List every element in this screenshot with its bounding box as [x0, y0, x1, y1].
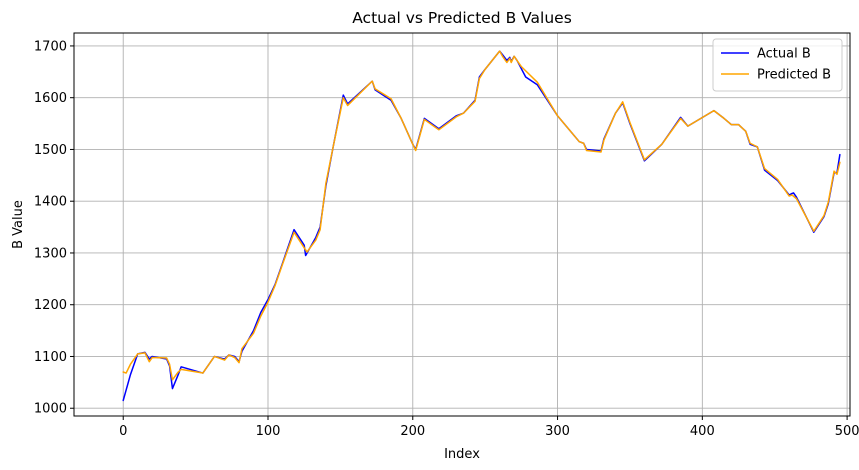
- ticks: 0 100 200 300 400 500 1000 1100 1200 1300 1400 1500…: [34, 39, 859, 439]
- x-tick-label: 500: [835, 424, 859, 439]
- legend: Actual B Predicted B: [712, 38, 843, 92]
- y-tick-label: 1500: [34, 143, 67, 158]
- y-tick-label: 1300: [34, 246, 67, 261]
- x-tick-label: 0: [119, 424, 127, 439]
- series-line-predicted: [122, 50, 841, 381]
- y-tick-label: 1700: [34, 39, 67, 54]
- y-tick-label: 1000: [34, 402, 67, 417]
- x-tick-label: 400: [690, 424, 715, 439]
- grid: [74, 33, 850, 416]
- chart-title: Actual vs Predicted B Values: [352, 9, 572, 27]
- legend-box: [712, 38, 843, 92]
- plot-frame: [73, 32, 851, 417]
- y-tick-label: 1100: [34, 350, 67, 365]
- series-layer: [122, 50, 841, 402]
- legend-label: Predicted B: [757, 68, 831, 83]
- y-tick-label: 1600: [34, 91, 67, 106]
- x-tick-label: 300: [545, 424, 570, 439]
- legend-label: Actual B: [757, 47, 811, 62]
- x-axis-label: Index: [444, 447, 480, 462]
- x-tick-label: 100: [256, 424, 281, 439]
- x-tick-label: 200: [400, 424, 425, 439]
- y-tick-label: 1400: [34, 195, 67, 210]
- y-axis-label: B Value: [11, 200, 26, 249]
- plot-area: [74, 33, 850, 416]
- y-tick-label: 1200: [34, 298, 67, 313]
